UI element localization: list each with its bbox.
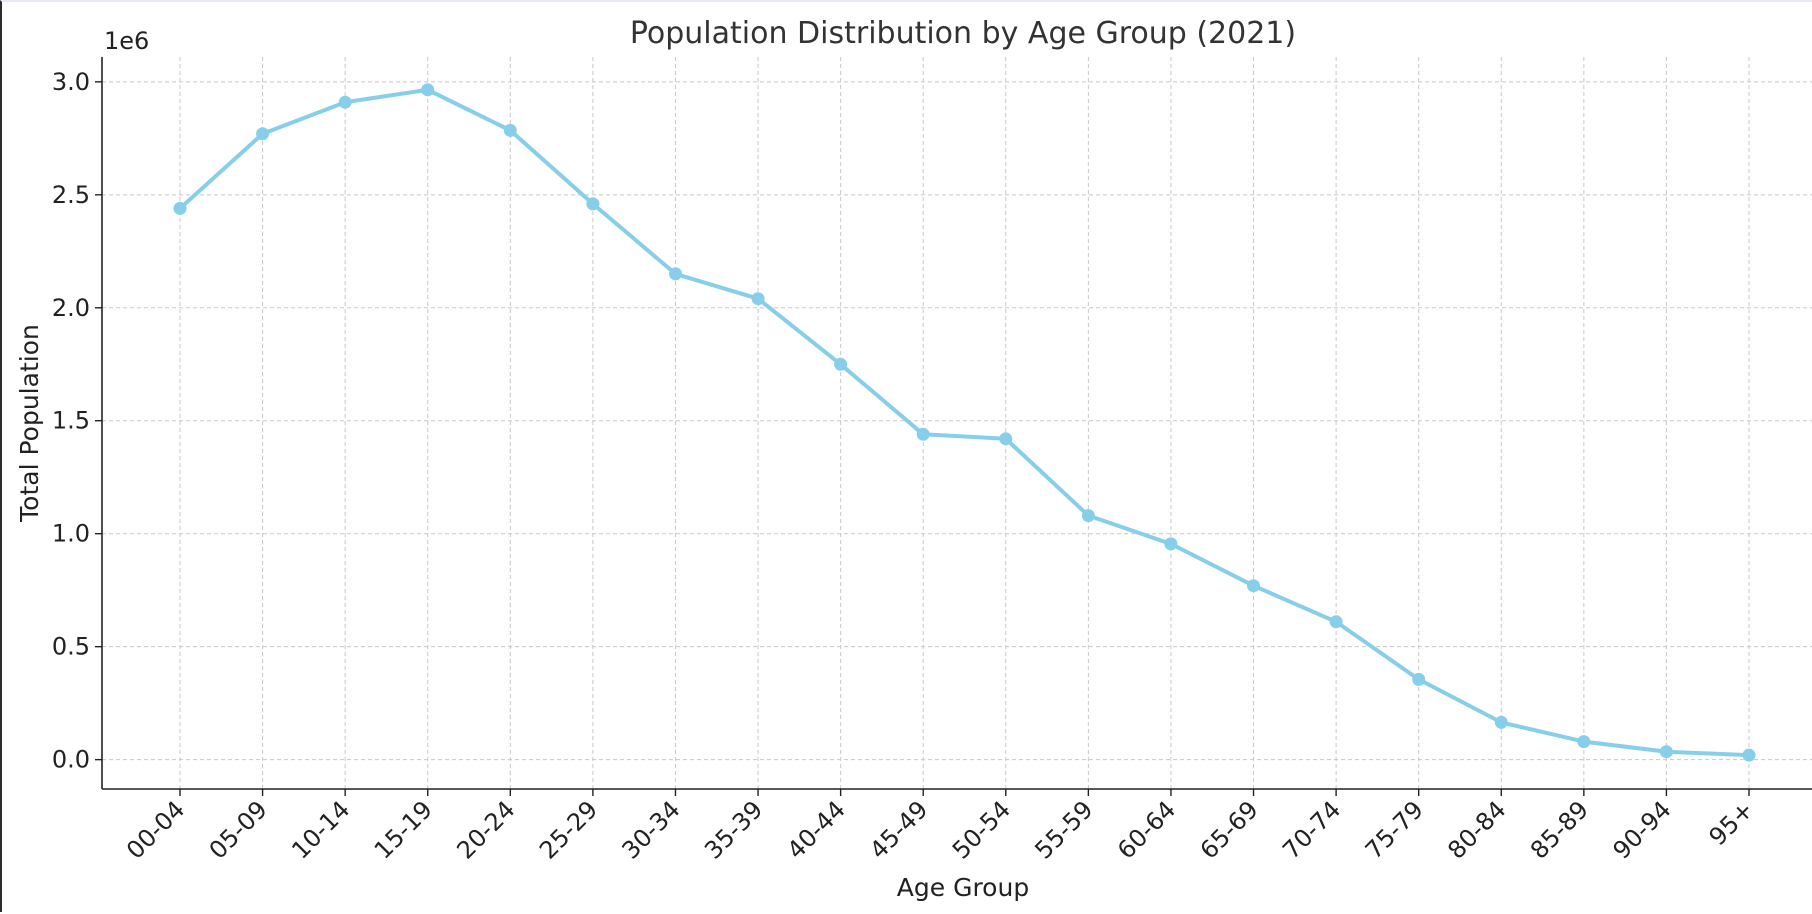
series-line [178,87,1751,758]
x-tick-label: 35-39 [699,795,768,864]
tick-layer: 0.0 0.5 1.0 1.5 2.0 2.5 3.0 00-04 05-09 10-14 15-1… [52,68,1759,865]
x-tick-label: 75-79 [1360,795,1429,864]
y-axis-offset-label: 1e6 [104,27,149,55]
data-point [1081,509,1095,523]
data-point [173,201,187,215]
y-tick-label: 0.5 [52,633,90,661]
x-tick-label: 65-69 [1195,795,1264,864]
y-tick-label: 2.0 [52,294,90,322]
x-tick-label: 80-84 [1442,795,1511,864]
x-tick-label: 15-19 [369,795,438,864]
x-axis-title: Age Group [897,873,1029,902]
x-tick-label: 70-74 [1277,795,1346,864]
data-point [1742,748,1756,762]
x-tick-label: 50-54 [947,795,1016,864]
data-point [1577,735,1591,749]
data-point [1494,715,1508,729]
data-point [916,427,930,441]
y-tick-label: 2.5 [52,181,90,209]
data-point [586,197,600,211]
x-tick-label: 05-09 [204,795,273,864]
data-point [503,123,517,137]
y-tick-label: 3.0 [52,68,90,96]
chart-title: Population Distribution by Age Group (20… [630,16,1296,51]
data-point [1247,579,1260,593]
x-tick-label: 55-59 [1029,795,1098,864]
axis-layer [101,57,1812,790]
data-point [256,127,270,141]
x-tick-label: 85-89 [1525,795,1594,864]
data-point [1659,745,1673,759]
data-point [834,357,848,371]
y-tick-label: 1.5 [52,407,90,435]
y-tick-label: 0.0 [52,746,90,774]
x-tick-label: 25-29 [534,795,603,864]
x-tick-label: 20-24 [451,795,520,864]
x-tick-label: 45-49 [864,795,933,864]
x-tick-label: 90-94 [1608,795,1677,864]
x-tick-label: 00-04 [121,795,190,864]
y-tick-label: 1.0 [52,520,90,548]
x-tick-label: 10-14 [286,795,355,864]
data-point [669,267,682,281]
data-point [1412,672,1426,686]
x-tick-label: 95+ [1704,795,1760,851]
grid-layer [102,57,1812,789]
series-layer [173,83,1756,762]
data-point [1329,615,1343,629]
data-point [338,95,352,109]
data-point [999,432,1013,446]
data-point [751,292,765,306]
data-point [421,83,435,97]
x-tick-label: 40-44 [782,795,851,864]
data-point [1164,537,1178,551]
y-axis-title: Total Population [15,324,44,523]
x-tick-label: 60-64 [1112,795,1181,864]
x-tick-label: 30-34 [617,795,686,864]
